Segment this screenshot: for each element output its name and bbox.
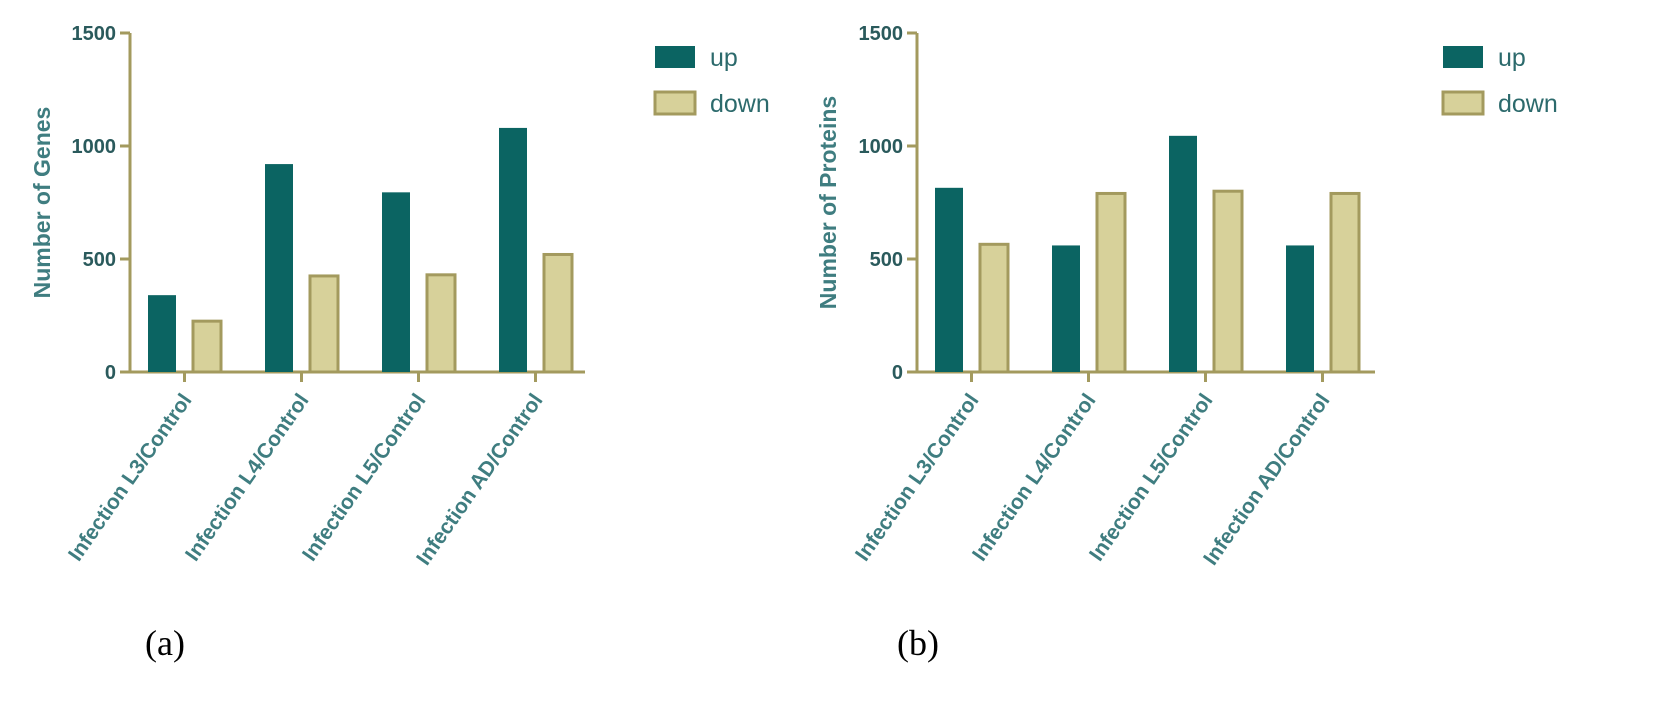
y-tick-label: 500 bbox=[83, 249, 116, 271]
legend-swatch-down bbox=[1441, 90, 1485, 116]
y-tick-label: 1000 bbox=[72, 136, 117, 158]
x-category-label: Infection L4/Control bbox=[181, 390, 314, 566]
legend-label-up: up bbox=[1498, 44, 1526, 72]
bar-up-2 bbox=[1052, 245, 1080, 372]
legend-label-up: up bbox=[710, 44, 738, 72]
x-category-label: Infection AD/Control bbox=[1199, 390, 1334, 570]
bar-down-4 bbox=[1329, 191, 1361, 374]
bar-up-3 bbox=[382, 192, 410, 372]
x-category-label: Infection L3/Control bbox=[64, 390, 197, 566]
bar-up-1 bbox=[935, 187, 963, 372]
legend-swatch-up bbox=[1443, 46, 1483, 68]
panel-label: (a) bbox=[145, 623, 185, 663]
y-tick-label: 0 bbox=[892, 362, 903, 384]
chart-panel-b: 0 500 1000 1500 Number of Proteins Infection … bbox=[815, 23, 1558, 663]
bar-down-3 bbox=[425, 273, 457, 374]
bar-up-2 bbox=[265, 164, 293, 372]
legend: up down bbox=[1441, 44, 1558, 118]
bar-up-1 bbox=[148, 295, 176, 372]
chart-panel-a: 0 500 1000 1500 Number of Genes Infection L3/… bbox=[29, 23, 770, 663]
bar-down-1 bbox=[191, 319, 223, 374]
y-axis-title: Number of Proteins bbox=[815, 96, 841, 309]
y-tick-label: 500 bbox=[870, 249, 903, 271]
y-tick-label: 1500 bbox=[859, 23, 904, 45]
bar-down-2 bbox=[1095, 191, 1127, 374]
bar-up-4 bbox=[499, 127, 527, 372]
bar-down-2 bbox=[308, 274, 340, 374]
x-category-label: Infection L4/Control bbox=[968, 390, 1101, 566]
panel-label: (b) bbox=[897, 623, 939, 663]
bar-up-4 bbox=[1286, 245, 1314, 372]
legend-label-down: down bbox=[710, 90, 770, 118]
y-axis-title: Number of Genes bbox=[29, 107, 55, 299]
legend-swatch-down bbox=[653, 90, 697, 116]
x-category-label: Infection L5/Control bbox=[1085, 390, 1218, 566]
x-category-label: Infection L3/Control bbox=[851, 390, 984, 566]
x-category-label: Infection L5/Control bbox=[298, 390, 431, 566]
legend: up down bbox=[653, 44, 770, 118]
bar-down-3 bbox=[1212, 189, 1244, 374]
x-category-label: Infection AD/Control bbox=[412, 390, 547, 570]
legend-swatch-up bbox=[655, 46, 695, 68]
y-tick-label: 1500 bbox=[72, 23, 117, 45]
bar-down-4 bbox=[542, 252, 574, 374]
y-tick-label: 0 bbox=[105, 362, 116, 384]
legend-label-down: down bbox=[1498, 90, 1558, 118]
y-tick-label: 1000 bbox=[859, 136, 904, 158]
bar-down-1 bbox=[978, 242, 1010, 374]
bar-up-3 bbox=[1169, 135, 1197, 372]
